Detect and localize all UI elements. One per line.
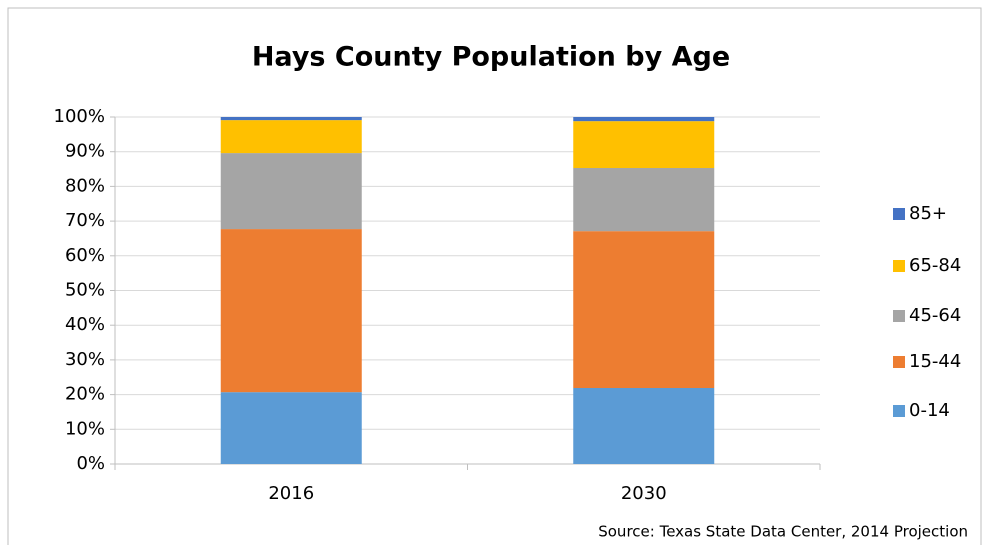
bar-segment xyxy=(573,168,715,232)
legend-swatch xyxy=(893,405,905,417)
legend-label: 65-84 xyxy=(909,255,961,276)
y-tick-label: 10% xyxy=(65,418,105,439)
bar-segment xyxy=(220,229,362,393)
legend-swatch xyxy=(893,208,905,220)
chart-title: Hays County Population by Age xyxy=(252,42,730,73)
y-tick-label: 50% xyxy=(65,280,105,301)
bar-segment xyxy=(573,231,715,389)
bar-segment xyxy=(573,388,715,464)
bar-segment xyxy=(220,153,362,230)
y-tick-label: 40% xyxy=(65,314,105,335)
y-tick-label: 100% xyxy=(54,106,105,127)
y-tick-label: 80% xyxy=(65,175,105,196)
y-tick-label: 20% xyxy=(65,384,105,405)
x-tick-label: 2030 xyxy=(621,483,667,504)
legend-label: 15-44 xyxy=(909,351,961,372)
y-tick-label: 30% xyxy=(65,349,105,370)
y-tick-label: 0% xyxy=(76,453,105,474)
bar-segment xyxy=(573,121,715,169)
bar-segment xyxy=(220,392,362,464)
source-note: Source: Texas State Data Center, 2014 Pr… xyxy=(598,523,968,541)
y-tick-label: 90% xyxy=(65,141,105,162)
legend-label: 0-14 xyxy=(909,400,950,421)
chart-frame xyxy=(7,7,982,545)
bar-segment xyxy=(220,117,362,121)
y-tick-label: 60% xyxy=(65,245,105,266)
legend-label: 45-64 xyxy=(909,305,961,326)
legend-label: 85+ xyxy=(909,203,947,224)
y-tick-label: 70% xyxy=(65,210,105,231)
legend-swatch xyxy=(893,356,905,368)
bar-segment xyxy=(220,120,362,154)
legend-swatch xyxy=(893,260,905,272)
x-tick-label: 2016 xyxy=(268,483,314,504)
bar-segment xyxy=(573,117,715,122)
legend-swatch xyxy=(893,310,905,322)
